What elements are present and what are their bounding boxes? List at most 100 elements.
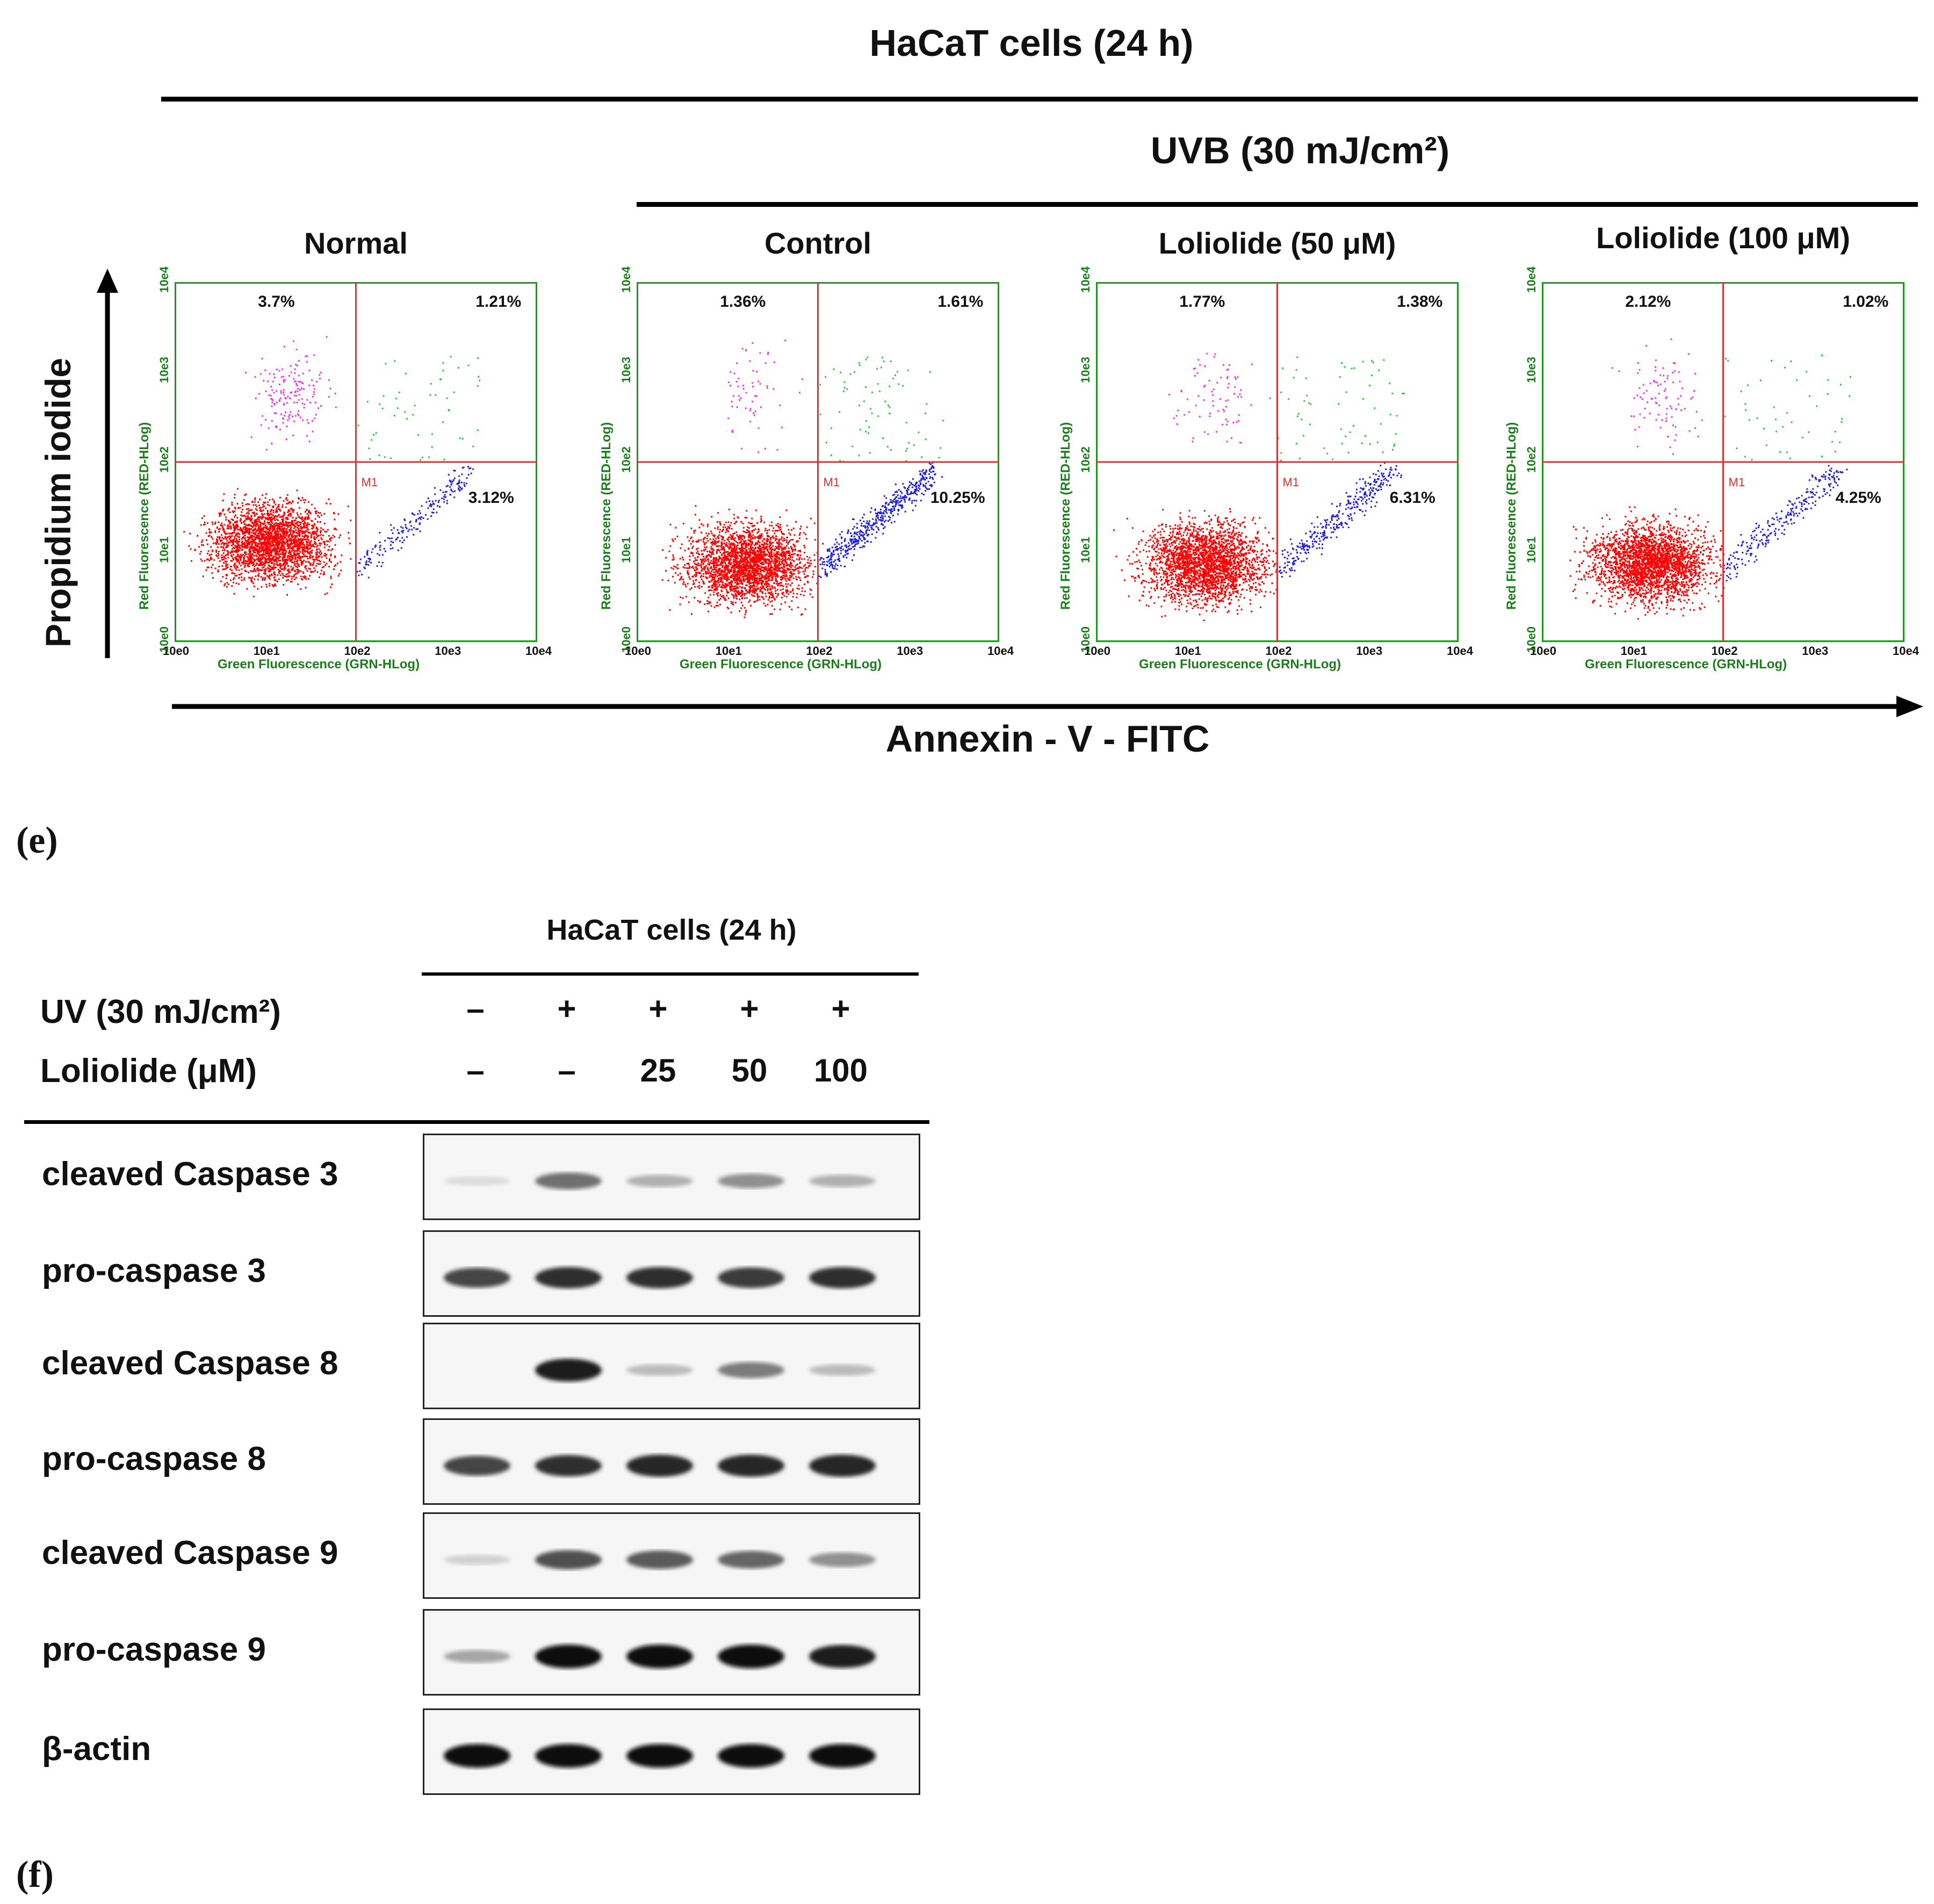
quadrant-upper-right: 1.38%	[1397, 293, 1443, 311]
y-tick-label: 10e3	[1525, 356, 1538, 383]
blot-band	[535, 1744, 602, 1768]
y-tick-label: 10e1	[619, 536, 633, 563]
gate-label: M1	[362, 475, 378, 489]
blot-band	[626, 1174, 693, 1187]
x-tick-label: 10e4	[987, 644, 1014, 658]
y-tick-label: 10e4	[1525, 266, 1538, 293]
quadrant-upper-left: 1.77%	[1179, 293, 1225, 311]
blot-band	[626, 1364, 693, 1376]
uvb-label: UVB (30 mJ/cm²)	[1150, 129, 1450, 171]
blot-band	[626, 1645, 693, 1669]
quadrant-upper-right: 1.21%	[475, 293, 522, 311]
uv-lane-value: +	[648, 991, 668, 1027]
y-tick-label: 10e0	[157, 626, 171, 653]
x-tick-label: 10e0	[163, 644, 189, 658]
x-tick-label: 10e1	[253, 644, 280, 658]
panel-e-title: HaCaT cells (24 h)	[869, 22, 1194, 64]
plot-title: Loliolide (50 μM)	[1158, 226, 1396, 260]
flow-plot-area: M1	[1096, 282, 1459, 642]
x-tick-label: 10e3	[435, 644, 461, 658]
plot-title: Normal	[304, 226, 408, 260]
x-tick-label: 10e4	[525, 644, 552, 658]
blot-image	[423, 1230, 920, 1317]
blot-band	[718, 1362, 784, 1379]
blot-band	[809, 1267, 876, 1289]
y-tick-label: 10e2	[1079, 446, 1092, 473]
blot-label: pro-caspase 3	[42, 1252, 266, 1289]
x-tick-label: 10e4	[1893, 644, 1919, 658]
plot-y-label: Red Fluorescence (RED-HLog)	[1058, 422, 1073, 610]
loliolide-lane-value: 25	[640, 1052, 676, 1088]
plot-y-label: Red Fluorescence (RED-HLog)	[1504, 422, 1519, 610]
x-tick-label: 10e2	[1265, 644, 1292, 658]
plot-x-label: Green Fluorescence (GRN-HLog)	[1585, 657, 1787, 672]
x-tick-label: 10e3	[1802, 644, 1829, 658]
quadrant-upper-left: 2.12%	[1625, 293, 1671, 311]
x-tick-label: 10e0	[1530, 644, 1556, 658]
x-axis-label: Annexin - V - FITC	[885, 718, 1210, 760]
y-tick-label: 10e4	[619, 266, 633, 293]
blot-image	[423, 1418, 920, 1505]
blot-band	[535, 1267, 602, 1289]
blot-band	[718, 1744, 784, 1768]
x-tick-label: 10e0	[1084, 644, 1110, 658]
y-tick-label: 10e2	[619, 446, 633, 473]
title-underline	[161, 97, 1918, 102]
blot-band	[444, 1650, 510, 1663]
blot-band	[626, 1267, 693, 1289]
quadrant-upper-left: 1.36%	[720, 293, 766, 311]
y-tick-label: 10e0	[1079, 626, 1092, 653]
quadrant-lower-right: 6.31%	[1389, 489, 1435, 507]
x-tick-label: 10e1	[715, 644, 742, 658]
uv-lane-value: +	[557, 991, 576, 1027]
blot-image	[423, 1134, 920, 1220]
panel-f-letter: (f)	[16, 1854, 54, 1895]
blot-label: pro-caspase 8	[42, 1440, 266, 1477]
blot-band	[444, 1554, 510, 1565]
blot-label: β-actin	[42, 1730, 151, 1768]
blot-image	[423, 1323, 920, 1409]
blot-band	[718, 1550, 784, 1569]
quadrant-lower-right: 10.25%	[930, 489, 985, 507]
blot-band	[535, 1358, 602, 1382]
blot-band	[444, 1744, 510, 1768]
y-tick-label: 10e4	[1079, 266, 1092, 293]
x-tick-label: 10e4	[1447, 644, 1473, 658]
blot-band	[444, 1455, 510, 1476]
uv-lane-value: –	[466, 991, 485, 1027]
x-tick-label: 10e0	[625, 644, 651, 658]
panel-f-title-underline	[422, 972, 919, 976]
blot-image	[423, 1512, 920, 1599]
y-tick-label: 10e0	[1525, 626, 1538, 653]
y-tick-label: 10e1	[1079, 536, 1092, 563]
panel-e-letter: (e)	[16, 820, 58, 861]
loliolide-lane-value: 100	[813, 1052, 868, 1088]
loliolide-row-label: Loliolide (μM)	[40, 1052, 257, 1090]
gate-label: M1	[824, 475, 840, 489]
blot-label: pro-caspase 9	[42, 1631, 266, 1668]
blot-label: cleaved Caspase 3	[42, 1156, 338, 1193]
blot-band	[444, 1176, 510, 1186]
quadrant-upper-left: 3.7%	[258, 293, 295, 311]
uv-row-label: UV (30 mJ/cm²)	[40, 993, 281, 1030]
flow-plot-area: M1	[1542, 282, 1904, 642]
blot-band	[626, 1454, 693, 1477]
blot-image	[423, 1609, 920, 1696]
blot-band	[535, 1550, 602, 1570]
blot-band	[444, 1267, 510, 1288]
plot-title: Loliolide (100 μM)	[1596, 221, 1850, 255]
uv-lane-value: +	[831, 991, 850, 1027]
y-axis-arrow	[97, 269, 118, 658]
blot-band	[535, 1172, 602, 1189]
blot-label: cleaved Caspase 8	[42, 1345, 338, 1382]
header-divider	[24, 1120, 929, 1124]
y-tick-label: 10e3	[619, 356, 633, 383]
blot-band	[535, 1455, 602, 1477]
y-tick-label: 10e1	[1525, 536, 1538, 563]
plot-y-label: Red Fluorescence (RED-HLog)	[137, 422, 151, 610]
x-tick-label: 10e3	[1356, 644, 1383, 658]
plot-x-label: Green Fluorescence (GRN-HLog)	[218, 657, 420, 672]
x-tick-label: 10e2	[344, 644, 371, 658]
quadrant-upper-right: 1.61%	[937, 293, 984, 311]
y-tick-label: 10e0	[619, 626, 633, 653]
